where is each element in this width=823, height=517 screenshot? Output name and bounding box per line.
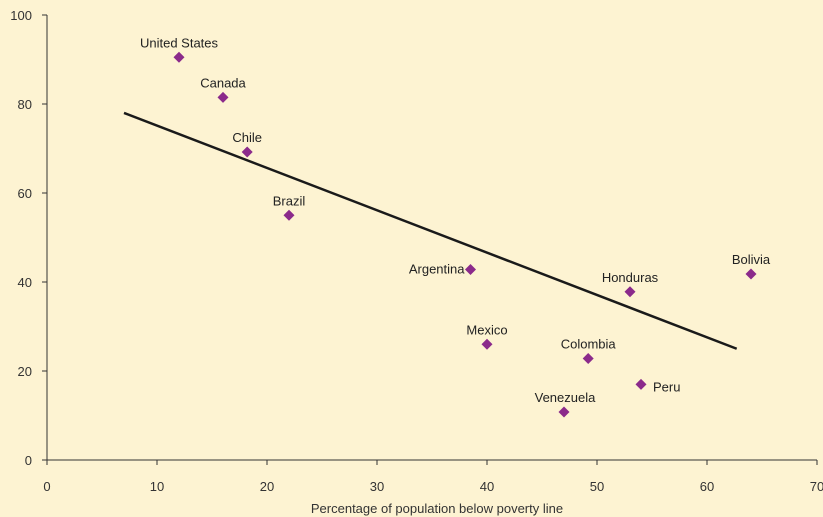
data-point-marker — [635, 378, 647, 390]
point-label: Honduras — [602, 270, 659, 285]
data-point-marker — [582, 353, 594, 365]
x-tick-label: 30 — [370, 479, 384, 494]
point-label: Brazil — [273, 193, 306, 208]
y-tick-label: 100 — [10, 8, 32, 23]
data-point-marker — [624, 286, 636, 298]
data-points: United States Canada Chile Brazil Argentina M… — [140, 35, 771, 418]
data-point-marker — [217, 91, 229, 103]
x-tick-label: 70 — [810, 479, 823, 494]
x-axis-title: Percentage of population below poverty l… — [311, 501, 563, 516]
y-tick-label: 60 — [18, 186, 32, 201]
data-point-marker — [241, 146, 253, 158]
data-point-marker — [173, 51, 185, 63]
x-axis: 0 10 20 30 40 50 60 70 Percentage of population… — [43, 459, 823, 516]
data-point-marker — [745, 268, 757, 280]
point-label: Peru — [653, 379, 680, 394]
x-tick-label: 60 — [700, 479, 714, 494]
data-point-marker — [558, 406, 570, 418]
trend-line — [123, 111, 738, 350]
x-tick-label: 50 — [590, 479, 604, 494]
x-ticks: 0 10 20 30 40 50 60 70 — [43, 460, 823, 494]
point-label: Chile — [232, 130, 262, 145]
point-label: Bolivia — [732, 252, 771, 267]
point-label: United States — [140, 35, 219, 50]
x-tick-label: 40 — [480, 479, 494, 494]
data-point-marker — [481, 338, 493, 350]
point-label: Mexico — [466, 322, 507, 337]
point-label: Venezuela — [535, 390, 596, 405]
point-label: Argentina — [409, 262, 465, 277]
point-label: Canada — [200, 75, 246, 90]
x-tick-label: 0 — [43, 479, 50, 494]
y-ticks: 0 20 40 60 80 100 — [10, 8, 47, 468]
y-axis: 0 20 40 60 80 100 — [10, 8, 48, 468]
x-tick-label: 20 — [260, 479, 274, 494]
data-point-marker — [465, 264, 476, 276]
y-tick-label: 80 — [18, 97, 32, 112]
y-tick-label: 0 — [25, 453, 32, 468]
y-tick-label: 40 — [18, 275, 32, 290]
point-label: Colombia — [561, 337, 617, 352]
data-point-marker — [283, 209, 295, 221]
x-tick-label: 10 — [150, 479, 164, 494]
y-tick-label: 20 — [18, 364, 32, 379]
